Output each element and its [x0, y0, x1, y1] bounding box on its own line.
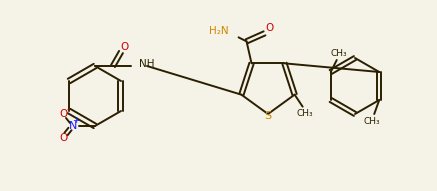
Text: NH: NH [139, 59, 155, 69]
Text: CH₃: CH₃ [296, 109, 313, 118]
Text: O: O [265, 23, 274, 33]
Text: O: O [120, 42, 128, 52]
Text: CH₃: CH₃ [330, 49, 347, 57]
Text: S: S [264, 111, 271, 121]
Text: O: O [59, 109, 67, 119]
Text: CH₃: CH₃ [364, 117, 381, 125]
Text: H₂N: H₂N [209, 26, 229, 36]
Text: +: + [72, 116, 80, 125]
Text: O: O [59, 133, 67, 143]
Text: N: N [69, 121, 77, 131]
Text: -: - [66, 105, 69, 114]
